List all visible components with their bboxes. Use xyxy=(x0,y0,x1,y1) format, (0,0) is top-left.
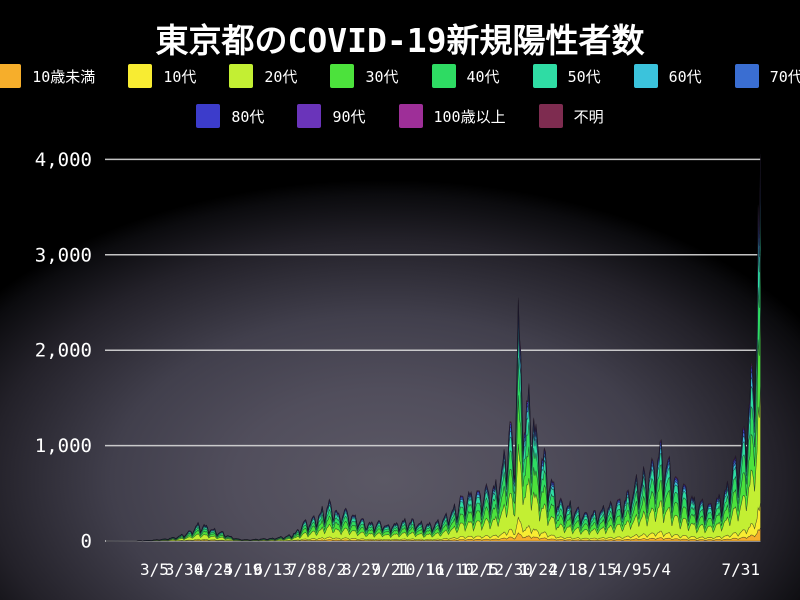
legend-swatch-under10 xyxy=(0,64,22,88)
chart-title: 東京都のCOVID-19新規陽性者数 xyxy=(155,21,645,60)
legend-item-70s: 70代 xyxy=(734,64,800,88)
legend-label-30s: 30代 xyxy=(365,67,399,86)
x-tick-label-14: 2/18 xyxy=(549,560,588,579)
x-tick-label-6: 8/2 xyxy=(317,560,346,579)
x-tick-label-18: 7/31 xyxy=(721,560,760,579)
legend-item-unknown: 不明 xyxy=(538,104,604,128)
x-tick-label-17: 5/4 xyxy=(642,560,671,579)
legend-label-10s: 10代 xyxy=(163,67,197,86)
area-band-unknown xyxy=(106,153,761,542)
legend-swatch-70s xyxy=(734,64,759,88)
x-tick-label-5: 7/8 xyxy=(288,560,317,579)
legend-swatch-80s xyxy=(196,104,221,128)
x-tick-label-3: 5/19 xyxy=(224,560,263,579)
x-tick-label-16: 4/9 xyxy=(613,560,642,579)
x-tick-label-7: 8/27 xyxy=(342,560,381,579)
legend-swatch-100plus xyxy=(398,104,423,128)
legend-swatch-40s xyxy=(431,64,456,88)
legend-row-2: 80代 90代 100歳以上 不明 xyxy=(0,104,800,128)
y-tick-label-0: 0 xyxy=(81,531,92,553)
area-band-30s xyxy=(106,309,761,542)
legend-swatch-10s xyxy=(128,64,153,88)
legend-item-under10: 10歳未満 xyxy=(0,64,95,88)
legend-item-80s: 80代 xyxy=(196,104,264,128)
legend-item-20s: 20代 xyxy=(229,64,297,88)
x-tick-label-8: 9/21 xyxy=(371,560,410,579)
x-tick-label-15: 3/15 xyxy=(578,560,617,579)
x-tick-label-1: 3/30 xyxy=(165,560,204,579)
y-tick-label-1000: 1,000 xyxy=(35,435,92,457)
legend-swatch-90s xyxy=(297,104,322,128)
x-tick-label-10: 11/10 xyxy=(426,560,474,579)
legend-swatch-30s xyxy=(330,64,355,88)
legend-label-20s: 20代 xyxy=(264,67,298,86)
x-tick-label-0: 3/5 xyxy=(140,560,169,579)
y-tick-label-3000: 3,000 xyxy=(35,244,92,266)
legend-label-40s: 40代 xyxy=(466,67,500,86)
legend-swatch-unknown xyxy=(538,104,563,128)
legend-row-1: 10歳未満 10代 20代 30代 40代 50代 60代 70代 xyxy=(0,64,800,88)
legend-item-90s: 90代 xyxy=(297,104,366,128)
x-tick-label-2: 4/24 xyxy=(194,560,233,579)
x-tick-label-4: 6/13 xyxy=(253,560,292,579)
legend-swatch-20s xyxy=(229,64,254,88)
legend-swatch-50s xyxy=(532,64,557,88)
legend-label-90s: 90代 xyxy=(332,107,366,126)
legend-label-100plus: 100歳以上 xyxy=(433,107,506,126)
legend-label-unknown: 不明 xyxy=(573,107,604,126)
legend-item-100plus: 100歳以上 xyxy=(398,104,506,128)
legend-label-70s: 70代 xyxy=(769,67,800,86)
x-tick-label-12: 12/30 xyxy=(485,560,533,579)
legend-item-40s: 40代 xyxy=(431,64,500,88)
legend-label-under10: 10歳未満 xyxy=(32,67,96,86)
legend-item-30s: 30代 xyxy=(330,64,399,88)
legend-item-50s: 50代 xyxy=(532,64,601,88)
x-tick-label-13: 1/24 xyxy=(519,560,558,579)
legend-item-60s: 60代 xyxy=(633,64,702,88)
legend-label-50s: 50代 xyxy=(567,67,601,86)
legend-item-10s: 10代 xyxy=(128,64,196,88)
x-tick-label-11: 12/5 xyxy=(460,560,499,579)
y-tick-label-2000: 2,000 xyxy=(35,340,92,362)
x-tick-label-9: 10/16 xyxy=(396,560,444,579)
legend-label-60s: 60代 xyxy=(668,67,702,86)
legend-label-80s: 80代 xyxy=(231,107,265,126)
legend-swatch-60s xyxy=(633,64,658,88)
y-tick-label-4000: 4,000 xyxy=(35,149,92,171)
